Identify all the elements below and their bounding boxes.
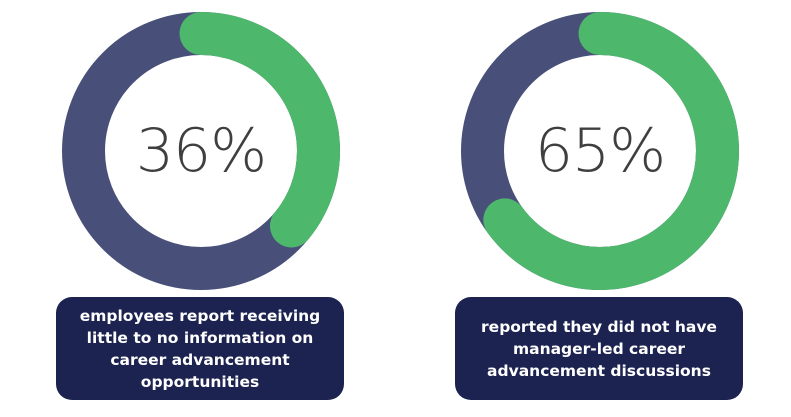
caption-box: employees report receiving little to no … (56, 297, 344, 400)
donut-svg (461, 12, 739, 290)
donut-value-arc (461, 12, 739, 290)
donut-value-arc (62, 12, 340, 290)
caption-box: reported they did not have manager-led c… (455, 297, 743, 400)
donut-svg (62, 12, 340, 290)
stat-card-manager-discussions: 65% reported they did not have manager-l… (455, 0, 745, 417)
donut-chart: 65% (461, 12, 739, 290)
percent-value: 65% (534, 116, 666, 186)
caption-text: reported they did not have manager-led c… (481, 317, 717, 380)
percent-value: 36% (135, 116, 267, 186)
caption-text: employees report receiving little to no … (79, 306, 321, 391)
stat-card-advancement-info: 36% employees report receiving little to… (56, 0, 346, 417)
donut-chart: 36% (62, 12, 340, 290)
